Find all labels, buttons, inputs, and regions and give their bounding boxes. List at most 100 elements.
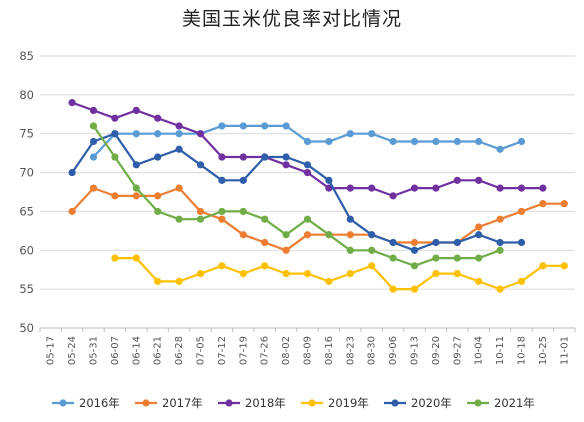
data-point	[432, 238, 440, 247]
data-point	[368, 262, 376, 270]
x-tick-label: 09-13	[410, 336, 421, 365]
data-point	[89, 153, 98, 161]
x-tick-label: 09-27	[452, 336, 463, 365]
data-point	[410, 238, 419, 247]
data-point	[453, 270, 461, 278]
data-point	[410, 246, 419, 254]
data-point	[453, 176, 461, 184]
data-point	[496, 184, 504, 192]
data-point	[475, 137, 483, 146]
data-point	[282, 270, 290, 278]
data-point	[432, 254, 440, 262]
data-point	[560, 200, 568, 208]
data-point	[410, 285, 419, 293]
data-point	[389, 254, 397, 262]
legend-label: 2018年	[245, 396, 286, 410]
data-point	[154, 114, 162, 122]
data-point	[282, 231, 290, 239]
y-tick-label: 55	[19, 282, 34, 296]
data-point	[111, 192, 119, 200]
series-line	[114, 257, 565, 291]
data-point	[111, 130, 119, 138]
legend-label: 2016年	[79, 396, 120, 410]
data-point	[432, 270, 440, 278]
x-tick-label: 08-16	[324, 336, 335, 365]
data-point	[539, 262, 547, 270]
data-point	[517, 207, 526, 216]
data-point	[496, 238, 504, 247]
x-tick-label: 07-05	[196, 336, 207, 365]
x-tick-label: 05-31	[89, 336, 100, 365]
x-tick-label: 06-14	[131, 336, 142, 365]
data-point	[218, 207, 226, 216]
data-point	[175, 277, 183, 285]
x-tick-label: 06-07	[110, 336, 121, 365]
data-point	[89, 122, 98, 130]
data-point	[368, 246, 376, 254]
data-point	[89, 184, 98, 192]
data-point	[196, 130, 205, 138]
legend-label: 2020年	[411, 396, 452, 410]
data-point	[261, 122, 269, 130]
data-point	[560, 262, 568, 270]
x-tick-label: 10-11	[495, 336, 506, 365]
data-point	[475, 277, 483, 285]
y-tick-label: 85	[19, 49, 34, 63]
data-point	[389, 285, 397, 293]
data-point	[346, 246, 354, 254]
x-tick-label: 06-28	[174, 336, 185, 365]
data-point	[389, 238, 397, 247]
data-point	[68, 207, 76, 216]
data-point	[175, 215, 183, 223]
y-tick-label: 75	[19, 127, 34, 141]
data-point	[346, 184, 354, 192]
data-point	[325, 176, 333, 184]
legend-swatch-marker	[474, 399, 482, 407]
data-point	[154, 130, 162, 138]
x-tick-label: 08-30	[367, 336, 378, 365]
data-point	[539, 184, 547, 192]
data-point	[325, 137, 333, 146]
data-point	[346, 270, 354, 278]
y-tick-label: 80	[19, 88, 34, 102]
data-point	[346, 130, 354, 138]
data-point	[475, 254, 483, 262]
data-point	[453, 137, 461, 146]
x-tick-label: 07-12	[217, 336, 228, 365]
data-point	[261, 153, 269, 161]
data-point	[239, 231, 247, 239]
data-point	[282, 161, 290, 169]
data-point	[132, 192, 140, 200]
data-point	[368, 231, 376, 239]
legend-swatch-marker	[391, 399, 399, 407]
data-point	[154, 277, 162, 285]
x-tick-label: 08-23	[345, 336, 356, 365]
legend-label: 2017年	[162, 396, 203, 410]
x-tick-label: 10-04	[474, 336, 485, 365]
legend-label: 2019年	[328, 396, 369, 410]
data-point	[175, 122, 183, 130]
x-tick-label: 09-06	[388, 336, 399, 365]
data-point	[475, 176, 483, 184]
data-point	[346, 231, 354, 239]
data-point	[389, 137, 397, 146]
data-point	[303, 270, 312, 278]
data-point	[496, 215, 504, 223]
data-point	[196, 161, 205, 169]
data-point	[453, 238, 461, 247]
data-point	[325, 277, 333, 285]
x-tick-label: 07-26	[260, 336, 271, 365]
data-point	[261, 215, 269, 223]
data-point	[132, 130, 140, 138]
data-point	[132, 254, 140, 262]
series-line	[71, 132, 522, 252]
data-point	[175, 184, 183, 192]
y-tick-label: 50	[19, 321, 34, 335]
data-point	[196, 270, 205, 278]
data-point	[303, 215, 312, 223]
data-point	[496, 145, 504, 153]
data-point	[89, 137, 98, 146]
legend-swatch-marker	[308, 399, 316, 407]
